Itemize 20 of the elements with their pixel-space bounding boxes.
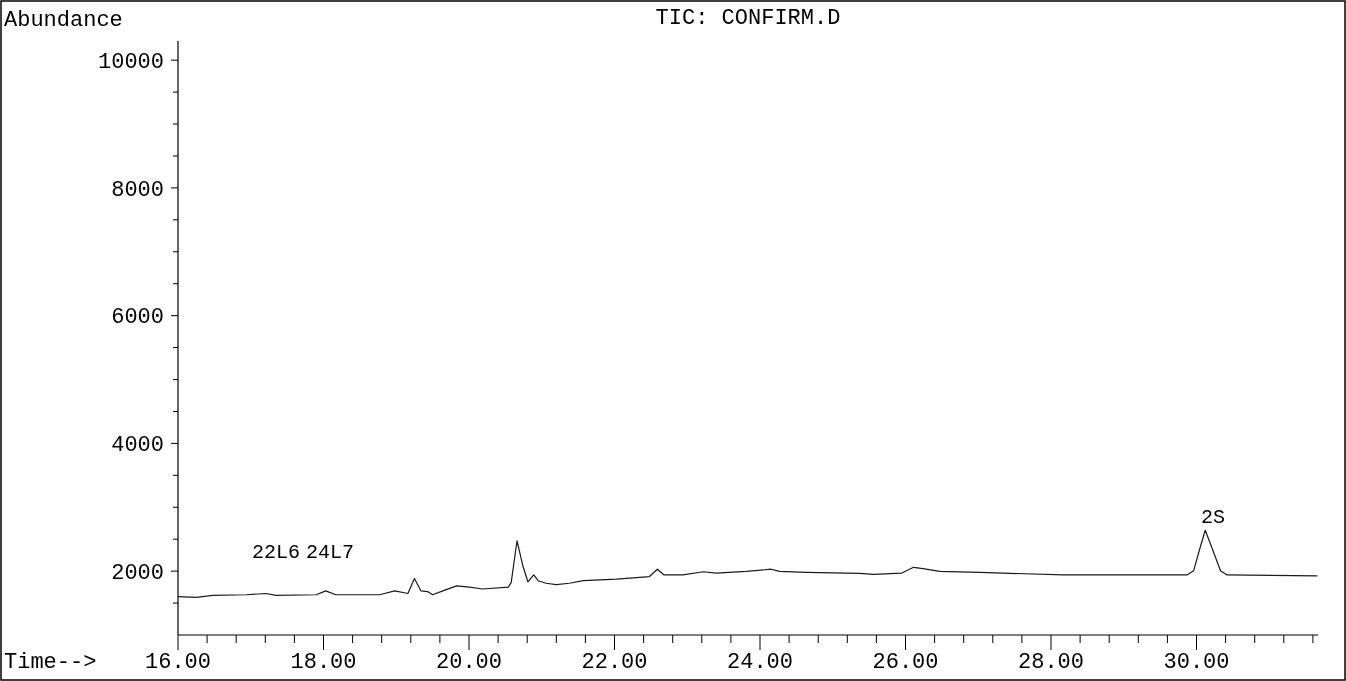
annotation: 2S <box>1200 506 1226 529</box>
y-tick-label: 10000 <box>97 49 164 75</box>
y-tick-label: 2000 <box>111 560 164 586</box>
y-tick-label: 8000 <box>111 177 164 203</box>
x-tick-label: 16.00 <box>144 650 212 675</box>
y-axis-title: Abundance <box>4 8 123 33</box>
x-tick-label: 28.00 <box>1018 650 1085 675</box>
chart-title: TIC: CONFIRM.D <box>655 6 841 31</box>
x-tick-label: 26.00 <box>872 650 939 675</box>
x-tick-label: 30.00 <box>1163 650 1230 675</box>
line-series <box>177 529 1318 598</box>
y-tick-label: 4000 <box>111 433 164 459</box>
annotation: 22L6 <box>252 541 301 564</box>
x-tick-label: 18.00 <box>290 650 357 675</box>
x-tick-label: 20.00 <box>435 650 503 675</box>
x-tick-label: 24.00 <box>727 650 794 675</box>
y-tick-label: 6000 <box>111 305 164 331</box>
annotation: 24L7 <box>306 541 355 564</box>
x-tick-label: 22.00 <box>581 650 648 675</box>
x-axis-title: Time--> <box>4 650 97 675</box>
